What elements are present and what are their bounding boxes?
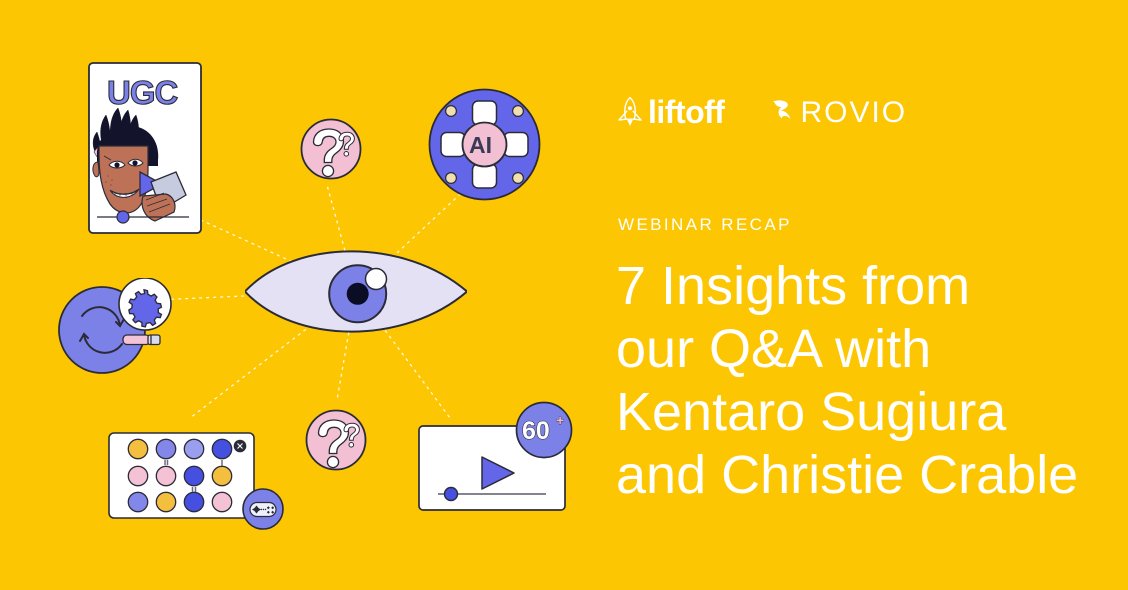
svg-text:+: + [556,412,564,428]
svg-text:60: 60 [522,417,550,445]
svg-text:UGC: UGC [107,74,178,111]
svg-text:AI: AI [469,132,492,158]
